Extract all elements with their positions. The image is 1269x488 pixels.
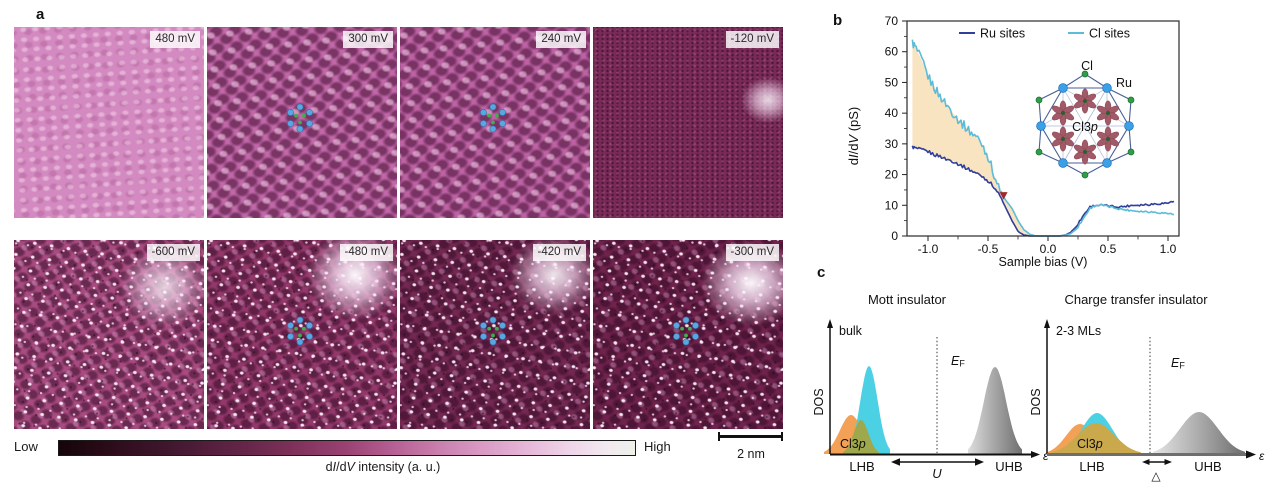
legend-label-ru: Ru sites: [980, 27, 1025, 41]
lattice-site-marker: [669, 314, 703, 348]
arrowhead-left: [1142, 459, 1150, 465]
x-tick-label: 0.5: [1100, 242, 1117, 256]
fermi-level-label: EF: [951, 354, 965, 369]
plot-area: -1.0 -0.5 0.0 0.5 1.0 0 10 20 30 40 50 60 70: [885, 14, 1177, 256]
stm-map-neg480mv: -480 mV: [207, 240, 397, 429]
stm-map-240mv: 240 mV: [400, 27, 590, 218]
y-tick-label: 0: [891, 229, 898, 243]
y-tick-label: 40: [885, 106, 899, 120]
bias-label: -120 mV: [726, 31, 779, 48]
cl-site-dots: [487, 114, 499, 125]
stm-map-480mv: 480 mV: [14, 27, 204, 218]
lattice-site-marker: [283, 101, 317, 135]
arrowhead-right: [975, 458, 984, 466]
y-tick-label: 50: [885, 75, 899, 89]
stm-map-300mv: 300 mV: [207, 27, 397, 218]
x-tick-label: 1.0: [1160, 242, 1177, 256]
y-tick-label: 70: [885, 14, 899, 28]
rucl3-structure-inset: Cl Ru Cl3p: [1036, 59, 1134, 178]
bulk-tag: bulk: [839, 324, 863, 338]
energy-axis-arrowhead: [1031, 451, 1040, 458]
bright-defect-patch: [741, 77, 783, 123]
stm-map-neg420mv: -420 mV: [400, 240, 590, 429]
charge-transfer-gap-label: △: [1151, 469, 1161, 483]
dos-axis-label: DOS: [1029, 388, 1043, 415]
uhb-label: UHB: [995, 459, 1022, 474]
fermi-level-label: EF: [1171, 356, 1185, 371]
inset-cl3p-label: Cl3p: [1072, 120, 1098, 134]
ru-site-dots: [480, 317, 505, 345]
stm-map-neg600mv: -600 mV: [14, 240, 204, 429]
figure: a 480 mV 300 mV 240 mV -120 mV -600 mV: [0, 0, 1269, 488]
lhb-label: LHB: [849, 459, 874, 474]
bias-label: 480 mV: [150, 31, 200, 48]
didv-spectra-chart: -1.0 -0.5 0.0 0.5 1.0 0 10 20 30 40 50 60 70 Ru site…: [820, 8, 1269, 272]
x-tick-label: -1.0: [918, 242, 939, 256]
y-axis-title: dI/dV (pS): [846, 107, 861, 166]
cl-site-dots: [487, 327, 499, 338]
scale-bar: [718, 435, 783, 438]
arrowhead-right: [1165, 459, 1173, 465]
colorbar-low-label: Low: [14, 439, 38, 454]
bias-label: -420 mV: [533, 244, 586, 261]
energy-axis-label: ε: [1259, 449, 1265, 463]
hubbard-u-label: U: [932, 466, 942, 481]
dos-axis-arrowhead: [827, 319, 833, 328]
dos-axis-label: DOS: [812, 388, 826, 415]
ru-site-dots: [673, 317, 698, 345]
inset-cl-label: Cl: [1081, 59, 1093, 73]
bias-label: -480 mV: [340, 244, 393, 261]
bias-label: 240 mV: [536, 31, 586, 48]
stm-map-neg120mv: -120 mV: [593, 27, 783, 218]
cl3p-band-label: Cl3p: [840, 437, 866, 451]
x-tick-label: -0.5: [978, 242, 999, 256]
monolayer-tag: 2-3 MLs: [1056, 324, 1101, 338]
diagram-title: Charge transfer insulator: [1064, 292, 1208, 307]
dos-axis-arrowhead: [1044, 319, 1050, 328]
ru-site-dots: [287, 317, 312, 345]
lattice-site-marker: [283, 314, 317, 348]
band-peak: [1153, 412, 1245, 454]
arrowhead-left: [891, 458, 900, 466]
y-tick-label: 20: [885, 168, 899, 182]
lhb-label: LHB: [1079, 459, 1104, 474]
lattice-site-marker: [476, 314, 510, 348]
panel-a-label: a: [36, 6, 44, 23]
cl-site-dots: [294, 327, 306, 338]
mott-insulator-diagram: Mott insulator bulk EF DOS ε Cl3p LHB UH…: [812, 292, 1049, 481]
colorbar-title: dI/dV intensity (a. u.): [318, 460, 448, 474]
bias-label: -600 mV: [147, 244, 200, 261]
colorbar: [58, 440, 636, 456]
charge-transfer-insulator-diagram: Charge transfer insulator 2-3 MLs EF DOS…: [1029, 292, 1265, 483]
fill-between: [912, 43, 1048, 237]
band-peak: [968, 367, 1022, 454]
x-tick-label: 0.0: [1040, 242, 1057, 256]
scale-bar-label: 2 nm: [720, 447, 782, 461]
cl3p-band-label: Cl3p: [1077, 437, 1103, 451]
legend-label-cl: Cl sites: [1089, 27, 1130, 41]
diagram-title: Mott insulator: [868, 292, 947, 307]
colorbar-high-label: High: [644, 439, 671, 454]
bias-label: 300 mV: [343, 31, 393, 48]
band-schematics: Mott insulator bulk EF DOS ε Cl3p LHB UH…: [810, 262, 1269, 488]
stm-map-neg300mv: -300 mV: [593, 240, 783, 429]
cl-site-dots: [294, 114, 306, 125]
y-tick-label: 60: [885, 45, 899, 59]
inset-ru-label: Ru: [1116, 76, 1132, 90]
y-tick-label: 30: [885, 137, 899, 151]
cl-site-dots: [680, 327, 692, 338]
lattice-site-marker: [476, 101, 510, 135]
band-peaks: [1046, 412, 1245, 454]
y-tick-label: 10: [885, 198, 899, 212]
bias-label: -300 mV: [726, 244, 779, 261]
ru-site-dots: [287, 104, 312, 132]
energy-axis-arrowhead: [1246, 451, 1256, 459]
ru-site-dots: [480, 104, 505, 132]
uhb-label: UHB: [1194, 459, 1221, 474]
